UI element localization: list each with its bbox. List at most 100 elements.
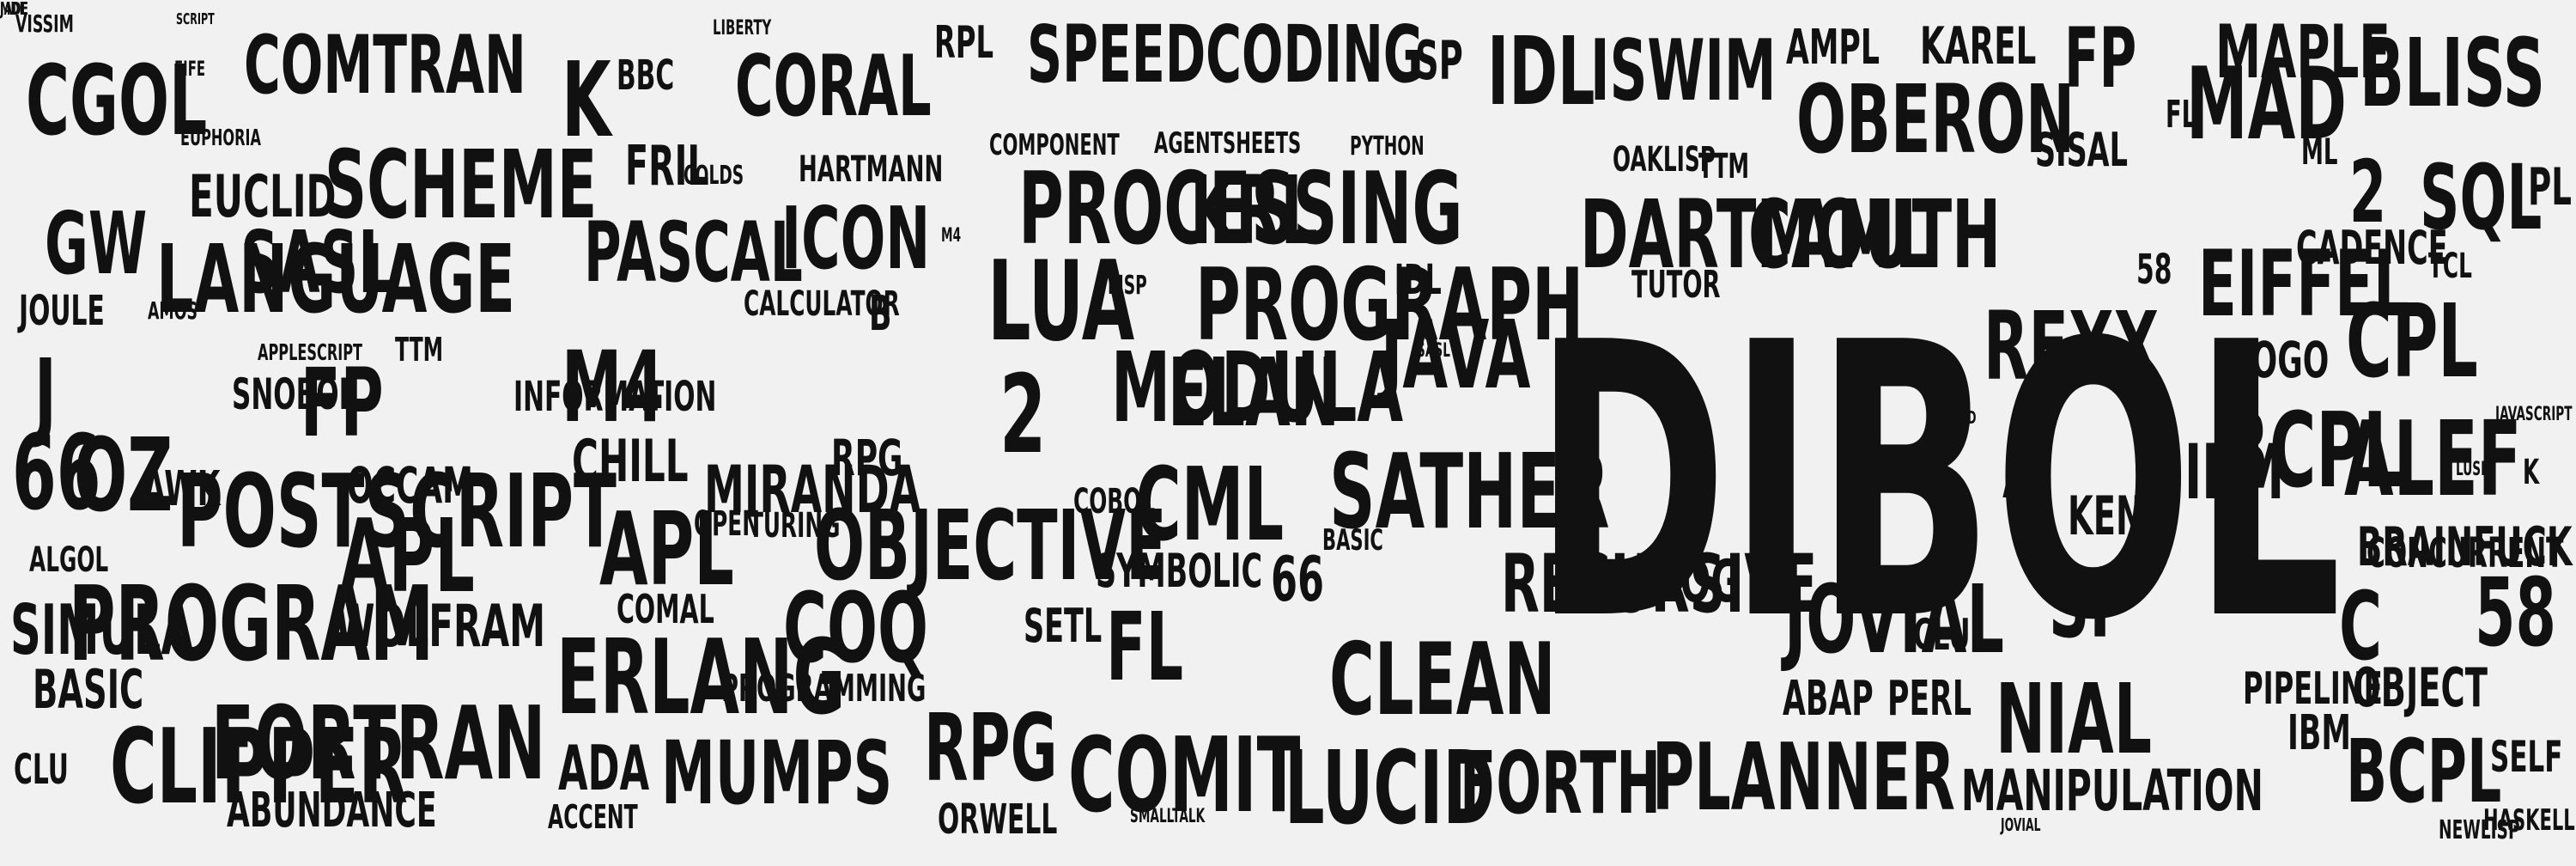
word-modula-73: MODULA xyxy=(1111,332,1404,444)
word-prolog-104: PROLOG xyxy=(1573,548,1741,616)
word-python-27: PYTHON xyxy=(1350,131,1425,162)
word-fife-3: FIFE xyxy=(174,57,206,81)
word-newlisp-144: NEWLISP xyxy=(2439,815,2520,845)
word-sp-106: SP xyxy=(2049,552,2131,658)
word-cpl-67: CPL xyxy=(2346,282,2478,400)
word-accent-140: ACCENT xyxy=(548,798,638,836)
word-ibm-76: IBM xyxy=(2184,428,2285,516)
word-liberty-8: LIBERTY xyxy=(713,15,772,40)
word-comit-133: COMIT xyxy=(1068,717,1301,836)
word-k-7: K xyxy=(562,41,611,161)
word-self-138: SELF xyxy=(2490,732,2563,782)
word-ml-32: ML xyxy=(2301,131,2338,173)
word-bliss-18: BLISS xyxy=(2360,18,2545,128)
word-turing-99: TURING xyxy=(749,506,841,546)
word-setl-114: SETL xyxy=(1024,599,1103,653)
word-simula-109: SIMULA xyxy=(10,590,194,670)
word-perl-123: PERL xyxy=(1887,671,1972,727)
word-bcpl-77: BCPL xyxy=(2221,392,2404,511)
word-pipeline-124: PIPELINE xyxy=(2243,663,2383,715)
word-fl-115: FL xyxy=(1106,592,1184,702)
word-mad-31: MAD xyxy=(2186,46,2347,162)
word-jovial-105: JOVIAL xyxy=(1784,564,2004,674)
word-mdl-154: MDL xyxy=(0,0,27,19)
word-euphoria-19: EUPHORIA xyxy=(180,125,261,151)
word-planner-136: PLANNER xyxy=(1652,724,1955,832)
word-recursive-103: RECURSIVE xyxy=(1501,538,1818,631)
word-c-107: C xyxy=(2339,571,2383,681)
word-66-102: 66 xyxy=(1271,543,1325,615)
word-ttm-34: TTM xyxy=(1698,147,1750,186)
word-clu-128: CLU xyxy=(14,746,69,794)
word-comal-112: COMAL xyxy=(617,586,714,632)
word-clipper-117: CLIPPER xyxy=(110,708,408,827)
word-2-72: 2 xyxy=(999,351,1047,478)
word-rexx-65: REXX xyxy=(1984,291,2160,401)
word-comtran-4: COMTRAN xyxy=(244,19,526,113)
word-nial-126: NIAL xyxy=(1996,664,2152,776)
word-pascal-41: PASCAL xyxy=(584,204,803,301)
word-chill-85: CHILL xyxy=(572,428,689,496)
word-forth-135: FORTH xyxy=(1460,733,1662,833)
word-58-49: 58 xyxy=(2136,246,2172,294)
word-wolfram-111: WOLFRAM xyxy=(335,593,546,661)
word-object-125: OBJECT xyxy=(2353,656,2488,719)
word-information-70: INFORMATION xyxy=(513,373,717,421)
word-symbolic-101: SYMBOLIC xyxy=(1096,544,1263,598)
word-agentsheets-26: AGENTSHEETS xyxy=(1154,126,1302,161)
word-colds-23: COLDS xyxy=(683,161,744,191)
word-oaklisp-33: OAKLISP xyxy=(1613,140,1716,180)
word-eiffel-50: EIFFEL xyxy=(2198,231,2409,337)
word-language-39: LANGUAGE xyxy=(156,224,515,334)
word-cobol-88: COBOL xyxy=(1073,482,1156,521)
word-java-63: JAVA xyxy=(1381,300,1531,410)
word-kent-93: KENT xyxy=(2068,485,2166,547)
word-concurrent-92: CONCURRENT xyxy=(2366,529,2564,577)
word-abap-122: ABAP xyxy=(1783,671,1874,727)
word-elan-74: ELAN xyxy=(1168,338,1340,448)
word-abundance-139: ABUNDANCE xyxy=(227,783,437,839)
word-a-75: A xyxy=(2002,410,2048,520)
word-prograph-57: PROGRAPH xyxy=(1195,247,1584,363)
word-lush-147: LUSH xyxy=(2456,459,2491,480)
word-clean-121: CLEAN xyxy=(1329,622,1556,738)
word-tcl-48: TCL xyxy=(2428,247,2472,286)
word-bbc-5: BBC xyxy=(617,52,675,100)
word-cgol-2: CGOL xyxy=(26,46,208,157)
word-objective-100: OBJECTIVE xyxy=(814,491,1167,602)
word-sp-11: SP xyxy=(1415,29,1463,92)
word-hartmann-24: HARTMANN xyxy=(799,148,944,190)
word-alef-78: ALEF xyxy=(2344,400,2522,520)
word-tutor-59: TUTOR xyxy=(1631,263,1721,307)
word-scheme-21: SCHEME xyxy=(325,130,598,240)
word-iswim-13: ISWIM xyxy=(1590,22,1777,120)
word-idl-12: IDL xyxy=(1487,16,1595,126)
word-jade-153: JADE xyxy=(0,0,28,19)
word-coral-6: CORAL xyxy=(735,38,932,136)
word-basic-91: BASIC xyxy=(1322,523,1383,558)
word-miranda-86: MIRANDA xyxy=(704,451,921,528)
word-lucid-150: LUCID xyxy=(1941,407,1977,428)
word-i-152: I xyxy=(1898,345,1903,367)
word-idl-58: IDL xyxy=(1394,256,1442,304)
word-component-25: COMPONENT xyxy=(989,128,1120,162)
word-cml-89: CML xyxy=(1135,445,1285,564)
word-lisp-56: LISP xyxy=(1108,271,1147,301)
word-postscript-83: POSTSCRIPT xyxy=(177,452,617,570)
word-ampl-14: AMPL xyxy=(1786,20,1880,76)
word-jovial-151: JOVIAL xyxy=(2001,814,2041,835)
word-smalltalk-148: SMALLTALK xyxy=(1130,806,1206,827)
word-sasl-40: SASL xyxy=(240,212,392,313)
word-dartmouth-45: DARTMOUTH xyxy=(1580,180,2002,290)
word-pl-37: PL xyxy=(2528,157,2572,217)
word-cadence-47: CADENCE xyxy=(2296,221,2448,275)
word-javascript-149: JAVASCRIPT xyxy=(2495,404,2573,425)
word-joule-51: JOULE xyxy=(19,287,105,335)
word-erlang-119: ERLANG xyxy=(556,619,846,738)
word-algol-95: ALGOL xyxy=(29,540,109,580)
word-processing-43: PROCESSING xyxy=(1018,151,1463,267)
word-snobol-68: SNOBOL xyxy=(232,369,356,419)
word-caml-46: CAML xyxy=(1748,180,1933,290)
word-dibol-64: DIBOL xyxy=(1534,263,2342,703)
